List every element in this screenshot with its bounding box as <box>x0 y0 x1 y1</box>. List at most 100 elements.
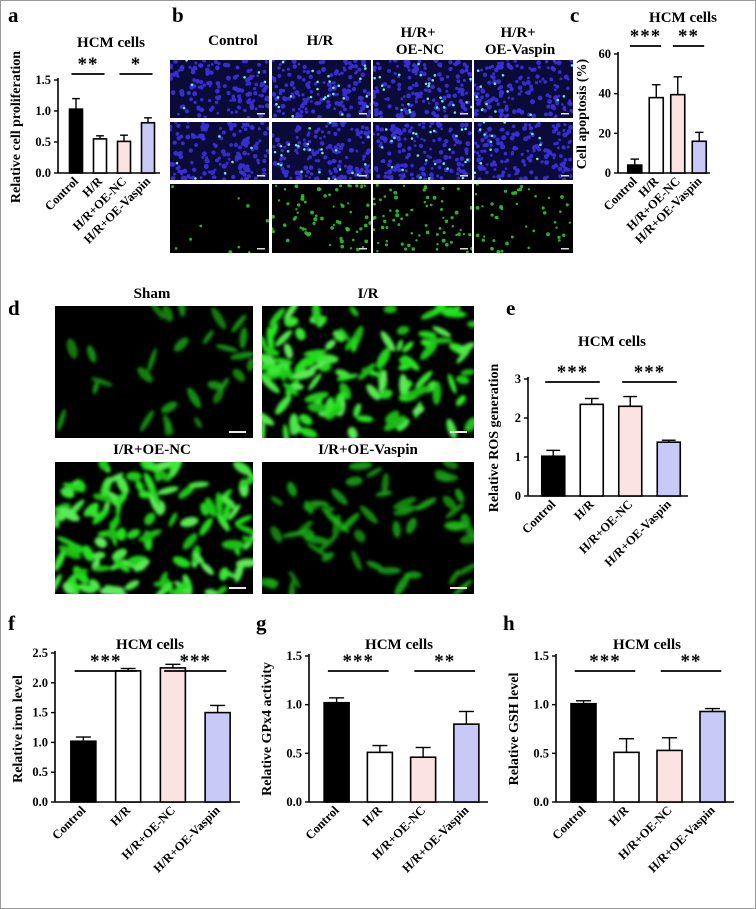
panel-d-micrograph-grid <box>55 306 474 594</box>
panel-letter-b: b <box>172 3 184 27</box>
b-micrograph-r3-c3 <box>373 184 472 253</box>
panel-letter-d: d <box>8 296 20 320</box>
b-micrograph-r1-c3 <box>373 60 472 118</box>
chart-f: HCM cells Relative iron level 0.0 0.5 1.0 1.5… <box>11 637 240 875</box>
chart-f-bar-2 <box>114 670 142 803</box>
chart-h: HCM cells Relative GSH level 0.0 0.5 1.0 1.5 C… <box>507 637 734 875</box>
chart-g-bar-2 <box>366 751 394 803</box>
chart-f-title: HCM cells <box>116 637 184 653</box>
panel-b-micrograph-grid <box>170 60 573 253</box>
b-col-label-vaspin-line2: OE-Vaspin <box>485 42 556 58</box>
chart-g-bar-1 <box>323 701 350 803</box>
panel-letter-c: c <box>570 3 579 27</box>
chart-e-ytick-label: 1 <box>515 450 521 464</box>
chart-c-ytick-label: 60 <box>599 47 612 61</box>
d-micrograph-sham <box>55 306 253 438</box>
d-label-sham: Sham <box>134 286 171 302</box>
chart-h-xtick-label: H/R <box>606 803 632 829</box>
chart-e-bar-4 <box>656 441 682 497</box>
chart-c-ytick-label: 20 <box>599 126 612 140</box>
chart-c-ytick-label: 40 <box>599 87 612 101</box>
chart-h-bar-3 <box>656 749 683 803</box>
chart-e-ylabel: Relative ROS generation <box>487 364 502 513</box>
chart-e-ytick-label: 0 <box>515 489 521 503</box>
d-label-ir-oenc: I/R+OE-NC <box>113 442 191 458</box>
chart-e-xtick-label: Control <box>519 497 559 537</box>
chart-e-bar-2 <box>579 403 605 497</box>
chart-e: HCM cells Relative ROS generation 0 1 2 3 Cont… <box>487 334 688 569</box>
chart-e-xtick-label: H/R+OE-Vaspin <box>602 497 674 569</box>
chart-f-ytick-label: 1.5 <box>32 706 48 720</box>
chart-a-ytick-label: 1.0 <box>35 104 51 118</box>
b-micrograph-r1-c1 <box>170 60 269 118</box>
chart-f-sig-label: *** <box>180 651 212 672</box>
b-col-label-oenc: H/R+ OE-NC <box>396 25 444 58</box>
b-col-label-vaspin: H/R+ OE-Vaspin <box>485 25 556 58</box>
chart-a-bar-4 <box>140 121 156 174</box>
d-label-ir: I/R <box>358 286 379 302</box>
chart-f-sig-label: *** <box>90 651 122 672</box>
chart-a-bar-2 <box>92 138 108 174</box>
chart-e-ytick-label: 2 <box>515 411 521 425</box>
chart-f-xtick-label: Control <box>49 803 89 843</box>
chart-c-ylabel: Cell apoptosis (%) <box>575 58 590 169</box>
panel-letter-h: h <box>503 611 515 635</box>
b-micrograph-r3-c1 <box>170 184 269 253</box>
b-micrograph-r1-c4 <box>474 60 573 118</box>
chart-f-ytick-label: 2.0 <box>32 676 48 690</box>
chart-c-sig-label: ** <box>678 26 699 47</box>
d-micrograph-ir-oenc <box>55 462 253 594</box>
b-micrograph-r2-c1 <box>170 122 269 180</box>
chart-a-title: HCM cells <box>77 35 145 51</box>
chart-g-xtick-label: Control <box>303 803 343 843</box>
chart-h-ylabel: Relative GSH level <box>507 673 522 786</box>
panel-letter-a: a <box>8 3 19 27</box>
b-col-label-control: Control <box>208 33 258 49</box>
chart-a-sig-label: * <box>131 54 142 75</box>
chart-c-ytick-label: 0 <box>605 166 611 180</box>
chart-h-title: HCM cells <box>613 637 681 653</box>
chart-g-sig-label: ** <box>434 651 455 672</box>
chart-a: HCM cells Relative cell proliferation 0.0 0… <box>9 35 160 246</box>
chart-g-ytick-label: 0.0 <box>286 795 302 809</box>
chart-h-ytick-label: 0.0 <box>533 795 549 809</box>
b-micrograph-r2-c4 <box>474 122 573 180</box>
chart-e-sig-label: *** <box>557 362 589 383</box>
chart-c-bar-3 <box>669 93 686 174</box>
chart-e-xtick-label: H/R <box>571 497 597 523</box>
chart-g-sig-label: *** <box>343 651 375 672</box>
panel-letter-g: g <box>256 611 267 635</box>
chart-g-bar-4 <box>453 723 480 803</box>
chart-g-ylabel: Relative GPx4 activity <box>260 662 275 796</box>
chart-e-bar-1 <box>540 455 566 497</box>
chart-c-bar-2 <box>648 96 665 174</box>
chart-g-ytick-label: 1.5 <box>286 649 302 663</box>
chart-e-sig-label: *** <box>634 362 666 383</box>
chart-f-ytick-label: 1.0 <box>32 735 48 749</box>
chart-f-bar-4 <box>204 711 231 803</box>
d-micrograph-ir-oevaspin <box>262 462 474 594</box>
chart-h-bar-1 <box>570 702 597 803</box>
b-micrograph-r3-c2 <box>272 184 371 253</box>
chart-e-bar-3 <box>617 405 643 497</box>
chart-f-xtick-label: H/R <box>108 803 134 829</box>
chart-g-bar-3 <box>409 756 437 803</box>
chart-h-sig-label: ** <box>681 651 702 672</box>
chart-g: HCM cells Relative GPx4 activity 0.0 0.5 1.0… <box>260 637 488 875</box>
chart-h-bar-2 <box>613 751 640 803</box>
d-micrograph-ir <box>262 306 474 438</box>
b-col-label-hr: H/R <box>307 33 334 49</box>
b-col-label-vaspin-line1: H/R+ <box>501 25 536 41</box>
chart-f-ytick-label: 0.5 <box>32 765 48 779</box>
chart-a-ytick-label: 0.0 <box>35 166 51 180</box>
chart-f-bar-3 <box>159 667 187 803</box>
chart-a-ylabel: Relative cell proliferation <box>9 51 24 203</box>
chart-a-bar-1 <box>68 108 84 174</box>
b-col-label-oenc-line1: H/R+ <box>401 25 436 41</box>
chart-f-bar-1 <box>70 740 97 803</box>
chart-e-ytick-label: 3 <box>515 372 521 386</box>
chart-h-ytick-label: 1.5 <box>533 649 549 663</box>
chart-g-ytick-label: 0.5 <box>286 746 302 760</box>
chart-g-ytick-label: 1.0 <box>286 698 302 712</box>
